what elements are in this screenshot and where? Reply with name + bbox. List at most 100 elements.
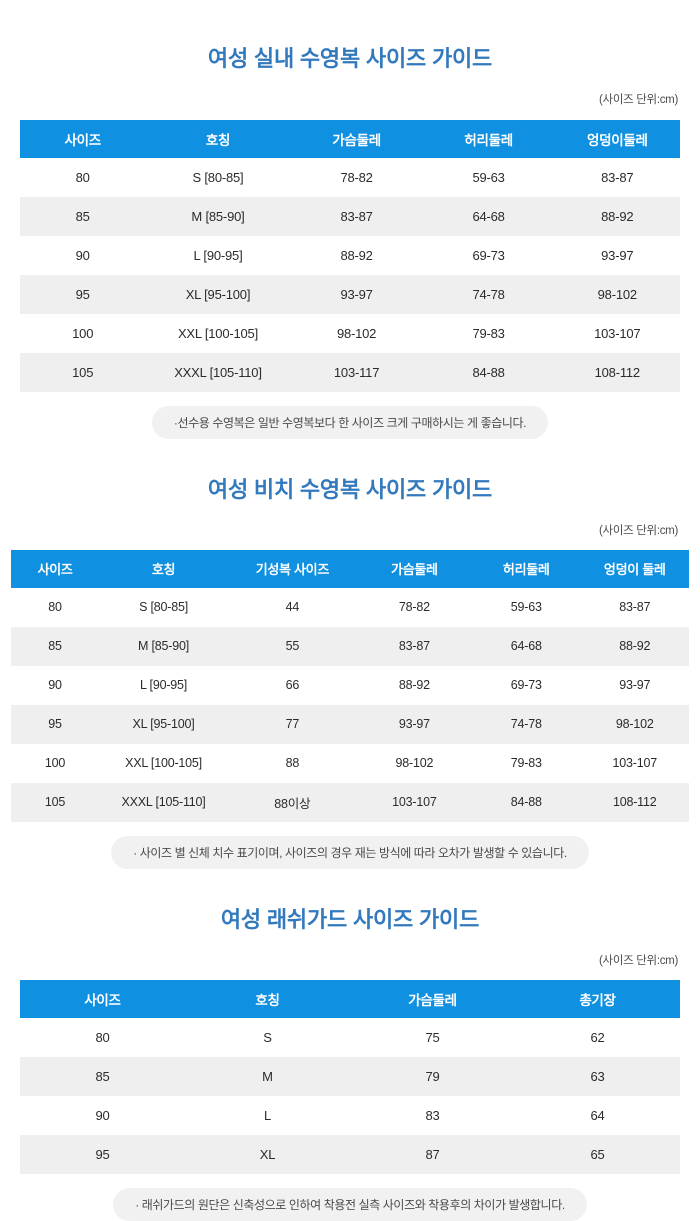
- cell-size: 80: [11, 587, 100, 627]
- cell-label: L [90-95]: [145, 235, 291, 275]
- column-header-ready-size: 기성복 사이즈: [227, 549, 357, 588]
- table-row: 80 S 75 62: [20, 1017, 680, 1057]
- cell-label: XL: [185, 1134, 350, 1174]
- cell-chest: 83-87: [290, 196, 423, 236]
- column-header-size: 사이즈: [11, 549, 100, 588]
- cell-ready-size: 44: [227, 587, 357, 627]
- cell-waist: 59-63: [472, 587, 581, 627]
- cell-chest: 98-102: [290, 313, 423, 353]
- section-indoor-swimsuit: 여성 실내 수영복 사이즈 가이드 (사이즈 단위:cm) 사이즈 호칭 가슴둘…: [0, 0, 700, 439]
- column-header-size: 사이즈: [20, 979, 185, 1018]
- cell-size: 95: [20, 1134, 185, 1174]
- table-row: 100 XXL [100-105] 88 98-102 79-83 103-10…: [11, 743, 689, 783]
- column-header-waist: 허리둘레: [422, 119, 555, 158]
- footnote-rashguard: · 래쉬가드의 원단은 신축성으로 인하여 착용전 실측 사이즈와 착용후의 차…: [113, 1187, 587, 1221]
- cell-label: M [85-90]: [145, 196, 291, 236]
- section-beach-swimsuit: 여성 비치 수영복 사이즈 가이드 (사이즈 단위:cm) 사이즈 호칭 기성복…: [0, 439, 700, 869]
- cell-label: L: [185, 1095, 350, 1135]
- cell-size: 90: [20, 1095, 185, 1135]
- cell-size: 85: [20, 196, 146, 236]
- cell-ready-size: 55: [227, 626, 357, 666]
- cell-chest: 98-102: [356, 743, 472, 783]
- cell-chest: 79: [350, 1056, 515, 1096]
- unit-note-beach: (사이즈 단위:cm): [599, 524, 678, 537]
- table-row: 105 XXXL [105-110] 88이상 103-107 84-88 10…: [11, 782, 689, 822]
- cell-label: XXXL [105-110]: [145, 352, 291, 392]
- cell-chest: 93-97: [356, 704, 472, 744]
- cell-chest: 87: [350, 1134, 515, 1174]
- table-header-row: 사이즈 호칭 기성복 사이즈 가슴둘레 허리둘레 엉덩이 둘레: [11, 549, 689, 588]
- cell-chest: 78-82: [290, 157, 423, 197]
- table-body-beach: 80 S [80-85] 44 78-82 59-63 83-87 85 M […: [11, 587, 689, 822]
- cell-waist: 69-73: [422, 235, 555, 275]
- column-header-size: 사이즈: [20, 119, 146, 158]
- cell-waist: 59-63: [422, 157, 555, 197]
- table-row: 85 M [85-90] 83-87 64-68 88-92: [20, 196, 680, 236]
- cell-hip: 98-102: [554, 274, 680, 314]
- cell-chest: 88-92: [356, 665, 472, 705]
- cell-size: 105: [20, 352, 146, 392]
- table-row: 80 S [80-85] 78-82 59-63 83-87: [20, 157, 680, 197]
- cell-size: 85: [11, 626, 100, 666]
- cell-length: 64: [515, 1095, 680, 1135]
- cell-size: 100: [11, 743, 100, 783]
- cell-label: XXL [100-105]: [145, 313, 291, 353]
- cell-chest: 75: [350, 1017, 515, 1057]
- cell-waist: 69-73: [472, 665, 581, 705]
- table-row: 90 L 83 64: [20, 1095, 680, 1135]
- cell-length: 65: [515, 1134, 680, 1174]
- table-row: 100 XXL [100-105] 98-102 79-83 103-107: [20, 313, 680, 353]
- page-title-beach: 여성 비치 수영복 사이즈 가이드: [207, 477, 493, 503]
- cell-chest: 88-92: [290, 235, 423, 275]
- table-row: 80 S [80-85] 44 78-82 59-63 83-87: [11, 587, 689, 627]
- column-header-chest: 가슴둘레: [290, 119, 423, 158]
- cell-size: 80: [20, 157, 146, 197]
- column-header-waist: 허리둘레: [472, 549, 581, 588]
- footnote-beach: · 사이즈 별 신체 치수 표기이며, 사이즈의 경우 재는 방식에 따라 오차…: [111, 835, 589, 869]
- cell-chest: 103-107: [356, 782, 472, 822]
- cell-ready-size: 66: [227, 665, 357, 705]
- table-row: 105 XXXL [105-110] 103-117 84-88 108-112: [20, 352, 680, 392]
- unit-note-rashguard: (사이즈 단위:cm): [599, 954, 678, 967]
- cell-size: 90: [20, 235, 146, 275]
- cell-ready-size: 77: [227, 704, 357, 744]
- cell-label: S: [185, 1017, 350, 1057]
- cell-hip: 88-92: [580, 626, 689, 666]
- size-table-indoor: 사이즈 호칭 가슴둘레 허리둘레 엉덩이둘레 80 S [80-85] 78-8…: [20, 119, 680, 392]
- table-body-rashguard: 80 S 75 62 85 M 79 63 90 L 83 64: [20, 1017, 680, 1174]
- footnote-wrap-rashguard: · 래쉬가드의 원단은 신축성으로 인하여 착용전 실측 사이즈와 착용후의 차…: [0, 1187, 700, 1221]
- footnote-indoor: ·선수용 수영복은 일반 수영복보다 한 사이즈 크게 구매하시는 게 좋습니다…: [151, 405, 549, 439]
- footnote-wrap-indoor: ·선수용 수영복은 일반 수영복보다 한 사이즈 크게 구매하시는 게 좋습니다…: [0, 405, 700, 439]
- cell-hip: 93-97: [554, 235, 680, 275]
- cell-size: 95: [20, 274, 146, 314]
- column-header-label: 호칭: [185, 979, 350, 1018]
- cell-length: 63: [515, 1056, 680, 1096]
- cell-chest: 83: [350, 1095, 515, 1135]
- cell-ready-size: 88이상: [227, 782, 357, 822]
- table-row: 95 XL [95-100] 93-97 74-78 98-102: [20, 274, 680, 314]
- table-row: 90 L [90-95] 88-92 69-73 93-97: [20, 235, 680, 275]
- column-header-hip: 엉덩이둘레: [554, 119, 680, 158]
- table-row: 90 L [90-95] 66 88-92 69-73 93-97: [11, 665, 689, 705]
- cell-label: XL [95-100]: [99, 704, 228, 744]
- table-row: 95 XL 87 65: [20, 1134, 680, 1174]
- table-header-row: 사이즈 호칭 가슴둘레 총기장: [20, 979, 680, 1018]
- cell-hip: 108-112: [554, 352, 680, 392]
- cell-chest: 103-117: [290, 352, 423, 392]
- cell-size: 100: [20, 313, 146, 353]
- size-table-beach: 사이즈 호칭 기성복 사이즈 가슴둘레 허리둘레 엉덩이 둘레 80 S [80…: [11, 549, 689, 822]
- column-header-hip: 엉덩이 둘레: [580, 549, 689, 588]
- cell-label: M: [185, 1056, 350, 1096]
- cell-label: S [80-85]: [145, 157, 291, 197]
- page-title-indoor: 여성 실내 수영복 사이즈 가이드: [207, 46, 493, 72]
- cell-size: 95: [11, 704, 100, 744]
- cell-ready-size: 88: [227, 743, 357, 783]
- section-rashguard: 여성 래쉬가드 사이즈 가이드 (사이즈 단위:cm) 사이즈 호칭 가슴둘레 …: [0, 869, 700, 1221]
- cell-waist: 84-88: [472, 782, 581, 822]
- cell-waist: 64-68: [472, 626, 581, 666]
- cell-size: 80: [20, 1017, 185, 1057]
- cell-hip: 98-102: [580, 704, 689, 744]
- cell-hip: 103-107: [554, 313, 680, 353]
- cell-label: XXXL [105-110]: [99, 782, 228, 822]
